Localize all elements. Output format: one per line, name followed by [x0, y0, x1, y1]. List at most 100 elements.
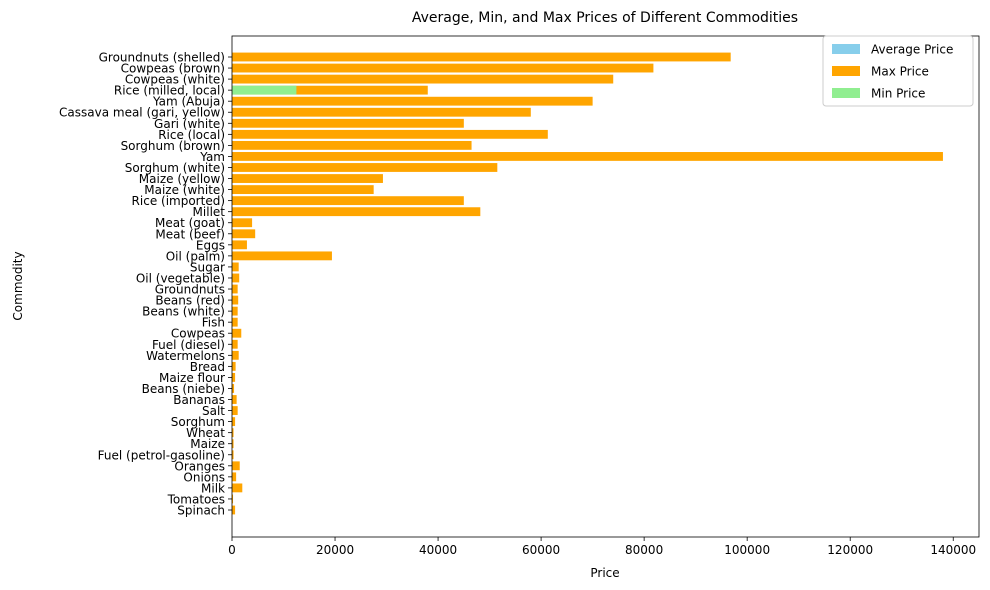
y-tick-label: Watermelons — [146, 349, 225, 363]
y-tick-label: Oil (palm) — [166, 249, 225, 263]
bar-max-price-38 — [232, 472, 237, 482]
y-tick-label: Cowpeas (brown) — [121, 62, 225, 76]
bar-max-price-33 — [232, 417, 236, 427]
bar-max-price-29 — [232, 372, 236, 382]
y-tick-label: Cassava meal (gari, yellow) — [59, 106, 225, 120]
bar-max-price-23 — [232, 306, 238, 316]
bar-max-price-34 — [232, 428, 234, 438]
axes: 0 20000 40000 60000 80000 100000 120000 140000 G… — [59, 35, 980, 557]
bar-max-price-13 — [232, 196, 464, 206]
y-tick-label: Sorghum (brown) — [121, 139, 225, 153]
bar-max-price-30 — [232, 384, 235, 393]
x-axis-label: Price — [590, 566, 619, 580]
bar-max-price-10 — [232, 163, 498, 172]
y-tick-label: Spinach — [177, 504, 225, 518]
bar-max-price-11 — [232, 174, 383, 183]
y-tick-label: Beans (niebe) — [142, 382, 225, 396]
legend-swatch-max-price — [832, 66, 860, 76]
bar-min-price-3 — [232, 85, 297, 95]
y-tick-label: Groundnuts (shelled) — [99, 51, 225, 65]
bar-max-price-25 — [232, 328, 242, 338]
y-tick-label: Yam (Abuja) — [152, 95, 225, 109]
y-tick-label: Fish — [202, 316, 225, 330]
y-tick-label: Wheat — [186, 426, 225, 440]
y-tick-label: Sorghum (white) — [125, 161, 225, 175]
chart-title: Average, Min, and Max Prices of Differen… — [412, 10, 798, 26]
bar-max-price-1 — [232, 63, 654, 73]
y-tick-label: Oranges — [174, 459, 225, 473]
x-tick-label: 40000 — [419, 543, 457, 557]
bar-max-price-15 — [232, 218, 253, 228]
bar-max-price-32 — [232, 406, 238, 415]
y-tick-label: Tomatoes — [167, 492, 225, 506]
y-axis-label: Commodity — [11, 251, 25, 320]
y-tick-label: Eggs — [196, 238, 225, 252]
y-tick-label: Fuel (petrol-gasoline) — [98, 448, 225, 462]
bar-max-price-16 — [232, 229, 256, 239]
bar-max-price-36 — [232, 450, 234, 460]
bars — [232, 52, 943, 515]
x-tick-label: 80000 — [625, 543, 663, 557]
bar-max-price-21 — [232, 284, 238, 294]
bar-max-price-31 — [232, 395, 237, 404]
bar-max-price-7 — [232, 129, 548, 139]
x-tick-label: 140000 — [930, 543, 976, 557]
y-tick-label: Meat (beef) — [155, 227, 225, 241]
bar-max-price-14 — [232, 207, 481, 217]
y-tick-label: Rice (local) — [158, 128, 225, 142]
legend-label: Min Price — [871, 87, 925, 101]
bar-max-price-24 — [232, 317, 238, 327]
bar-max-price-4 — [232, 96, 593, 106]
y-tick-label: Gari (white) — [154, 117, 225, 131]
y-tick-label: Millet — [193, 205, 226, 219]
bar-max-price-3 — [232, 85, 428, 95]
y-tick-label: Maize — [190, 437, 225, 451]
y-tick-label: Sugar — [190, 260, 225, 274]
bar-max-price-18 — [232, 251, 332, 261]
bar-max-price-28 — [232, 361, 236, 371]
x-tick-label: 120000 — [827, 543, 873, 557]
bar-max-price-19 — [232, 262, 239, 272]
bar-max-price-20 — [232, 273, 240, 283]
bar-max-price-27 — [232, 350, 239, 360]
y-tick-label: Beans (red) — [155, 294, 225, 308]
bar-max-price-9 — [232, 152, 943, 161]
legend-label: Max Price — [871, 65, 929, 79]
plot-frame — [231, 35, 980, 538]
x-tick-label: 60000 — [522, 543, 560, 557]
x-tick-label: 0 — [228, 543, 236, 557]
bar-max-price-12 — [232, 185, 374, 195]
y-tick-label: Sorghum — [171, 415, 225, 429]
legend-box — [822, 35, 974, 107]
y-tick-label: Salt — [202, 404, 225, 418]
bar-max-price-22 — [232, 295, 239, 305]
y-tick-label: Cowpeas (white) — [125, 73, 225, 87]
bar-max-price-35 — [232, 439, 234, 449]
y-tick-label: Maize (white) — [144, 183, 225, 197]
y-tick-label: Milk — [201, 481, 225, 495]
y-tick-label: Rice (imported) — [132, 194, 225, 208]
legend: Average Price Max Price Min Price — [822, 35, 974, 107]
bar-max-price-39 — [232, 483, 243, 493]
y-tick-label: Onions — [183, 470, 225, 484]
y-tick-label: Bread — [190, 360, 225, 374]
bar-max-price-6 — [232, 118, 464, 128]
bar-max-price-5 — [232, 107, 531, 117]
y-tick-label: Cowpeas — [171, 327, 225, 341]
y-tick-label: Maize (yellow) — [139, 172, 225, 186]
y-tick-label: Groundnuts — [155, 283, 225, 297]
bar-max-price-17 — [232, 240, 247, 250]
bar-max-price-41 — [232, 505, 236, 515]
bar-max-price-26 — [232, 339, 238, 349]
bar-max-price-2 — [232, 74, 614, 84]
bar-max-price-37 — [232, 461, 240, 471]
x-tick-label: 100000 — [724, 543, 770, 557]
bar-max-price-40 — [232, 494, 234, 504]
y-tick-label: Bananas — [173, 393, 225, 407]
y-tick-label: Rice (milled, local) — [114, 84, 225, 98]
y-tick-label: Oil (vegetable) — [136, 271, 225, 285]
y-tick-label: Fuel (diesel) — [152, 338, 225, 352]
bar-max-price-0 — [232, 52, 731, 62]
bar-max-price-8 — [232, 140, 472, 150]
